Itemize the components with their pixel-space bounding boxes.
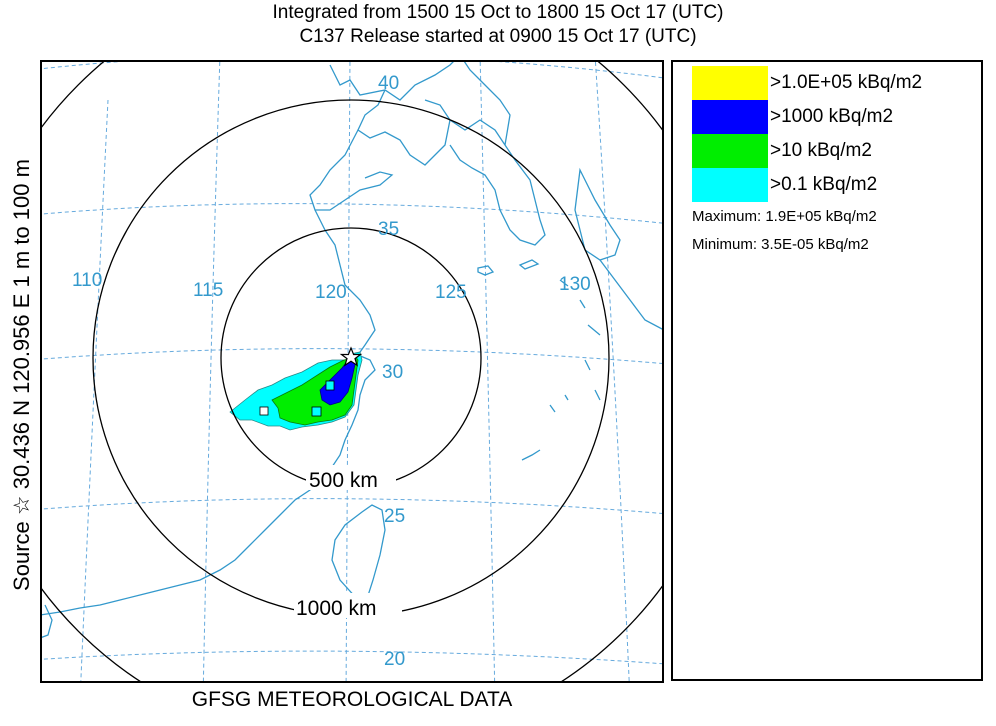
parallel-line [40, 498, 664, 515]
graticule [40, 60, 664, 683]
longitude-label: 125 [435, 282, 467, 303]
shandong-coast [309, 129, 394, 211]
legend-swatch [692, 66, 768, 100]
japan-kyushu [574, 167, 621, 261]
meridian-line [202, 60, 221, 683]
legend-swatch [692, 100, 768, 134]
japan-south-islands [559, 279, 601, 401]
parallel-line [40, 348, 664, 365]
minimum-value: Minimum: 3.5E-05 kBq/m2 [692, 236, 869, 253]
maximum-value: Maximum: 1.9E+05 kBq/m2 [692, 208, 877, 225]
legend-item-1e5: >1.0E+05 kBq/m2 [692, 66, 922, 100]
ryukyu-islands [521, 394, 569, 461]
plume-contour-1000 [319, 355, 357, 406]
ring-labels: 500 km 1000 km [294, 465, 402, 620]
map-subtitle: C137 Release started at 0900 15 Oct 17 (… [299, 26, 697, 47]
latitude-label: 35 [378, 219, 399, 240]
graticule-labels: 110 115 120 125 130 40 35 30 25 20 [72, 73, 591, 670]
ring-label-500: 500 km [309, 469, 378, 492]
china-coast [329, 60, 456, 101]
legend-label: >0.1 kBq/m2 [770, 174, 878, 195]
jeju-island [477, 265, 495, 276]
japan-honshu [599, 259, 664, 331]
source-location-label: Source ☆ 30.436 N 120.956 E 1 m to 100 m [9, 159, 34, 591]
map-title: Integrated from 1500 15 Oct to 1800 15 O… [272, 2, 724, 23]
legend-label: >10 kBq/m2 [770, 140, 872, 161]
north-korea-coast [462, 60, 511, 146]
map-frame [40, 60, 664, 683]
yangtze-delta-coast [40, 354, 376, 616]
small-island [518, 259, 540, 270]
map-canvas: 110 115 120 125 130 40 35 30 25 20 500 k… [40, 60, 664, 683]
legend-item-0.1: >0.1 kBq/m2 [692, 168, 877, 202]
korea-coast [449, 119, 546, 246]
legend-label: >1.0E+05 kBq/m2 [770, 72, 923, 93]
deposition-plume [229, 351, 363, 431]
meridian-line [594, 60, 630, 683]
legend-swatch [692, 168, 768, 202]
yellow-sea-coast [314, 209, 376, 356]
longitude-label: 120 [315, 282, 347, 303]
latitude-label: 40 [378, 73, 399, 94]
parallel-line [40, 60, 664, 79]
parallel-line [40, 650, 664, 665]
longitude-label: 115 [193, 280, 223, 301]
legend-item-1000: >1000 kBq/m2 [692, 100, 893, 134]
meridian-line [80, 99, 109, 683]
data-source-label: GFSG METEOROLOGICAL DATA [191, 688, 513, 711]
meridian-line [479, 60, 496, 683]
plume-gap [325, 380, 335, 391]
legend-swatch [692, 134, 768, 168]
star-icon [339, 346, 363, 367]
ring-label-1000: 1000 km [296, 597, 377, 620]
bohai-coast [357, 89, 451, 166]
hainan-coast [40, 604, 53, 639]
parallel-line [40, 203, 664, 224]
taiwan-coast [331, 504, 386, 607]
legend-panel: >1.0E+05 kBq/m2 >1000 kBq/m2 >10 kBq/m2 … [671, 60, 983, 681]
longitude-label: 130 [559, 274, 591, 295]
latitude-label: 20 [384, 649, 405, 670]
legend-label: >1000 kBq/m2 [770, 106, 894, 127]
longitude-label: 110 [72, 270, 102, 291]
latitude-label: 25 [384, 506, 405, 527]
plume-gap [311, 406, 322, 417]
map-panel: 110 115 120 125 130 40 35 30 25 20 500 k… [40, 60, 664, 683]
latitude-label: 30 [382, 362, 403, 383]
plume-gap [259, 406, 269, 416]
legend-item-10: >10 kBq/m2 [692, 134, 872, 168]
